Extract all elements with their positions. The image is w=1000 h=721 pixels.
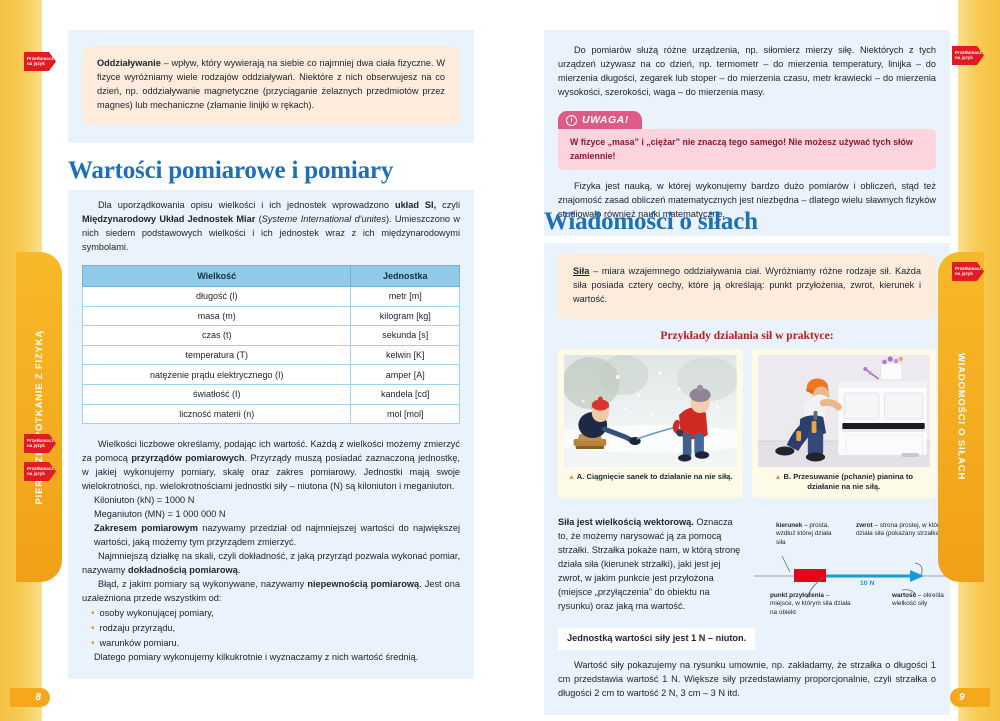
uwaga-title: UWAGA! (582, 114, 629, 127)
sila-section-tint: Siła – miara wzajemnego oddziaływania ci… (544, 243, 950, 510)
triangle-marker-icon: ▲ (774, 473, 782, 481)
paragraph-srednia: Dlatego pomiary wykonujemy kilkukrotnie … (94, 652, 419, 663)
measurement-body-tint: Wielkości liczbowe określamy, podając ic… (68, 430, 474, 680)
vector-label-kierunek: kierunek – prosta, wzdłuż której działa … (776, 522, 832, 546)
translate-flag-marker[interactable]: Przetłumacz na język (952, 46, 984, 65)
paragraph-dokladnosc: Najmniejszą działkę na skali, czyli dokł… (82, 550, 460, 575)
list-item: osoby wykonującej pomiary, (91, 606, 460, 621)
photo-caption-b: ▲ B. Przesuwanie (pchanie) pianina to dz… (774, 471, 914, 492)
definition-sila: Siła – miara wzajemnego oddziaływania ci… (558, 254, 936, 319)
paragraph-rysunek: Wartość siły pokazujemy na rysunku umown… (558, 659, 936, 698)
translate-flag-marker[interactable]: Przetłumacz na język (952, 262, 984, 281)
paragraph-fizyka: Fizyka jest nauką, w której wykonujemy b… (558, 181, 936, 220)
definition-sila-text: Siła – miara wzajemnego oddziaływania ci… (573, 266, 921, 304)
list-item: warunków pomiaru. (91, 636, 460, 651)
unit-line-meganiuton: Meganiuton (MN) = 1 000 000 N (94, 508, 226, 519)
man-pushing-piano-photo (757, 354, 930, 467)
translate-flag-marker[interactable]: Przetłumacz na język (24, 462, 56, 481)
table-row: masa (m) kilogram [kg] (81, 305, 460, 327)
lightbulb-icon: i (566, 114, 577, 126)
table-header-row: Wielkość Jednostka (81, 264, 460, 287)
paragraph-wielkosci: Wielkości liczbowe określamy, podając ic… (82, 439, 460, 491)
uwaga-text: W fizyce „masa” i „ciężar” nie znaczą te… (570, 137, 913, 161)
page-number-right: 9 (950, 688, 990, 707)
devices-tint-block: Do pomiarów służą różne urządzenia, np. … (544, 30, 950, 237)
si-units-table: Wielkość Jednostka długość (l) metr [m] m… (81, 264, 460, 425)
col-header-jednostka: Jednostka (350, 264, 460, 287)
vector-row: Siła jest wielkością wektorową. Oznacza … (558, 516, 948, 620)
table-row: liczność materii (n) mol [mol] (81, 403, 460, 425)
page-number-left: 8 (10, 688, 50, 707)
paragraph-wektor: Siła jest wielkością wektorową. Oznacza … (558, 517, 741, 611)
right-page: Do pomiarów służą różne urządzenia, np. … (500, 0, 958, 721)
examples-title: Przykłady działania sił w praktyce: (660, 329, 834, 342)
vector-value-label: 10 N (860, 580, 875, 587)
translate-flag-marker[interactable]: Przetłumacz na język (24, 434, 56, 453)
table-row: temperatura (T) kelwin [K] (81, 344, 460, 366)
vector-section-tint: Siła jest wielkością wektorową. Oznacza … (544, 507, 950, 715)
sidebar-tab-pierwsze-spotkanie[interactable]: PIERWSZE SPOTKANIE Z FIZYKĄ (16, 252, 62, 582)
table-row: światłość (I) kandela [cd] (81, 383, 460, 405)
vector-label-wartosc: wartość – określa wielkość siły (892, 592, 944, 608)
force-vector-diagram: kierunek – prosta, wzdłuż której działa … (752, 516, 948, 620)
vector-label-punkt: punkt przyłożenia – miejsce, w którym si… (770, 592, 851, 616)
paragraph-urzadzenia: Do pomiarów służą różne urządzenia, np. … (558, 45, 936, 97)
list-item: rodzaju przyrządu, (91, 621, 460, 636)
sidebar-tab-right-label: WIADOMOŚCI O SIŁACH (955, 353, 967, 481)
oddzialywanie-tint-block: Oddziaływanie – wpływ, który wywierają n… (68, 30, 474, 143)
paragraph-si: Dla uporządkowania opisu wielkości i ich… (82, 200, 460, 252)
col-header-wielkosc: Wielkość (81, 264, 352, 287)
unit-note-box: Jednostką wartości siły jest 1 N – niuto… (558, 628, 756, 650)
example-card-a: ▲ A. Ciągnięcie sanek to działanie na ni… (558, 348, 743, 498)
translate-flag-marker[interactable]: Przetłumacz na język (24, 52, 56, 71)
definition-oddzialywanie-text: Oddziaływanie – wpływ, który wywierają n… (97, 58, 445, 110)
examples-photo-row: ▲ A. Ciągnięcie sanek to działanie na ni… (558, 348, 936, 498)
definition-term: Oddziaływanie (97, 58, 161, 68)
table-row: długość (l) metr [m] (81, 285, 460, 307)
unit-line-kiloniuton: Kiloniuton (kN) = 1000 N (94, 494, 195, 505)
table-row: czas (t) sekunda [s] (81, 325, 460, 346)
triangle-marker-icon: ▲ (568, 473, 575, 481)
page-title-wartosci: Wartości pomiarowe i pomiary (68, 157, 394, 184)
definition-oddzialywanie: Oddziaływanie – wpływ, który wywierają n… (82, 46, 460, 125)
si-section-tint: Dla uporządkowania opisu wielkości i ich… (68, 190, 474, 437)
example-card-b: ▲ B. Przesuwanie (pchanie) pianina to dz… (751, 348, 936, 498)
paragraph-blad: Błąd, z jakim pomiary są wykonywane, naz… (82, 578, 460, 603)
paragraph-zakres: Zakresem pomiarowym nazywamy przedział o… (94, 522, 460, 547)
definition-term: Siła (573, 266, 590, 276)
uwaga-header: i UWAGA! (558, 111, 642, 130)
sidebar-tab-wiadomosci-o-silach[interactable]: WIADOMOŚCI O SIŁACH (938, 252, 984, 582)
uwaga-callout: i UWAGA! W fizyce „masa” i „ciężar” nie … (558, 109, 936, 171)
children-sled-snow-photo (564, 354, 737, 467)
page-title-wiadomosci: Wiadomości o siłach (544, 208, 758, 235)
left-page: Oddziaływanie – wpływ, który wywierają n… (42, 0, 500, 721)
uncertainty-factors-list: osoby wykonującej pomiary, rodzaju przyr… (82, 606, 460, 652)
uwaga-body: W fizyce „masa” i „ciężar” nie znaczą te… (558, 129, 936, 171)
vector-label-zwrot: zwrot – strona prostej, w którą działa s… (856, 522, 943, 538)
table-row: natężenie prądu elektrycznego (I) amper [… (81, 364, 460, 385)
si-units-table-body: długość (l) metr [m] masa (m) kilogram [kg… (81, 285, 460, 425)
unit-note-text: Jednostką wartości siły jest 1 N – niuto… (567, 633, 747, 643)
photo-caption-a: ▲ A. Ciągnięcie sanek to działanie na ni… (568, 471, 733, 481)
